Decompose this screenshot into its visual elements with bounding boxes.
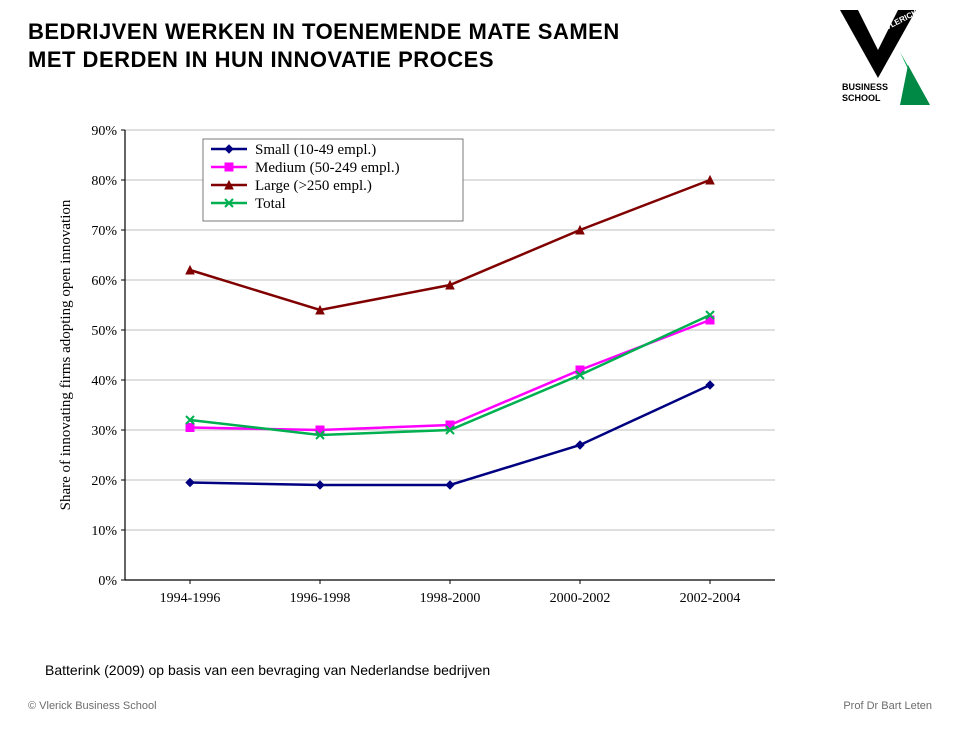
svg-text:2002-2004: 2002-2004	[680, 591, 741, 606]
svg-text:90%: 90%	[91, 124, 117, 139]
svg-text:60%: 60%	[91, 274, 117, 289]
svg-text:Medium (50-249 empl.): Medium (50-249 empl.)	[255, 160, 400, 176]
svg-text:1994-1996: 1994-1996	[160, 591, 221, 606]
title-line-1: BEDRIJVEN WERKEN IN TOENEMENDE MATE SAME…	[28, 19, 620, 44]
svg-text:Small (10-49 empl.): Small (10-49 empl.)	[255, 142, 376, 158]
vlerick-logo: VLERICK BUSINESS SCHOOL	[840, 10, 930, 125]
svg-text:0%: 0%	[98, 574, 117, 589]
title-line-2: MET DERDEN IN HUN INNOVATIE PROCES	[28, 47, 494, 72]
logo-text-school: SCHOOL	[842, 93, 881, 103]
svg-text:10%: 10%	[91, 524, 117, 539]
chart-source-caption: Batterink (2009) op basis van een bevrag…	[45, 662, 490, 678]
open-innovation-chart: 0% 10% 20% 30% 40% 50% 60% 70% 80% 90% 1994-1996 19…	[45, 115, 805, 635]
svg-text:2000-2002: 2000-2002	[550, 591, 611, 606]
svg-text:70%: 70%	[91, 224, 117, 239]
footer-author: Prof Dr Bart Leten	[843, 700, 932, 712]
svg-text:30%: 30%	[91, 424, 117, 439]
svg-text:80%: 80%	[91, 174, 117, 189]
svg-text:Total: Total	[255, 196, 286, 212]
svg-text:1996-1998: 1996-1998	[290, 591, 351, 606]
logo-text-business: BUSINESS	[842, 82, 888, 92]
svg-text:Large (>250 empl.): Large (>250 empl.)	[255, 178, 372, 194]
slide-title: BEDRIJVEN WERKEN IN TOENEMENDE MATE SAME…	[28, 18, 728, 73]
footer-copyright: © Vlerick Business School	[28, 700, 157, 712]
svg-text:40%: 40%	[91, 374, 117, 389]
svg-text:20%: 20%	[91, 474, 117, 489]
svg-text:1998-2000: 1998-2000	[420, 591, 481, 606]
svg-text:Share of innovating firms adop: Share of innovating firms adopting open …	[58, 199, 74, 510]
svg-text:50%: 50%	[91, 324, 117, 339]
